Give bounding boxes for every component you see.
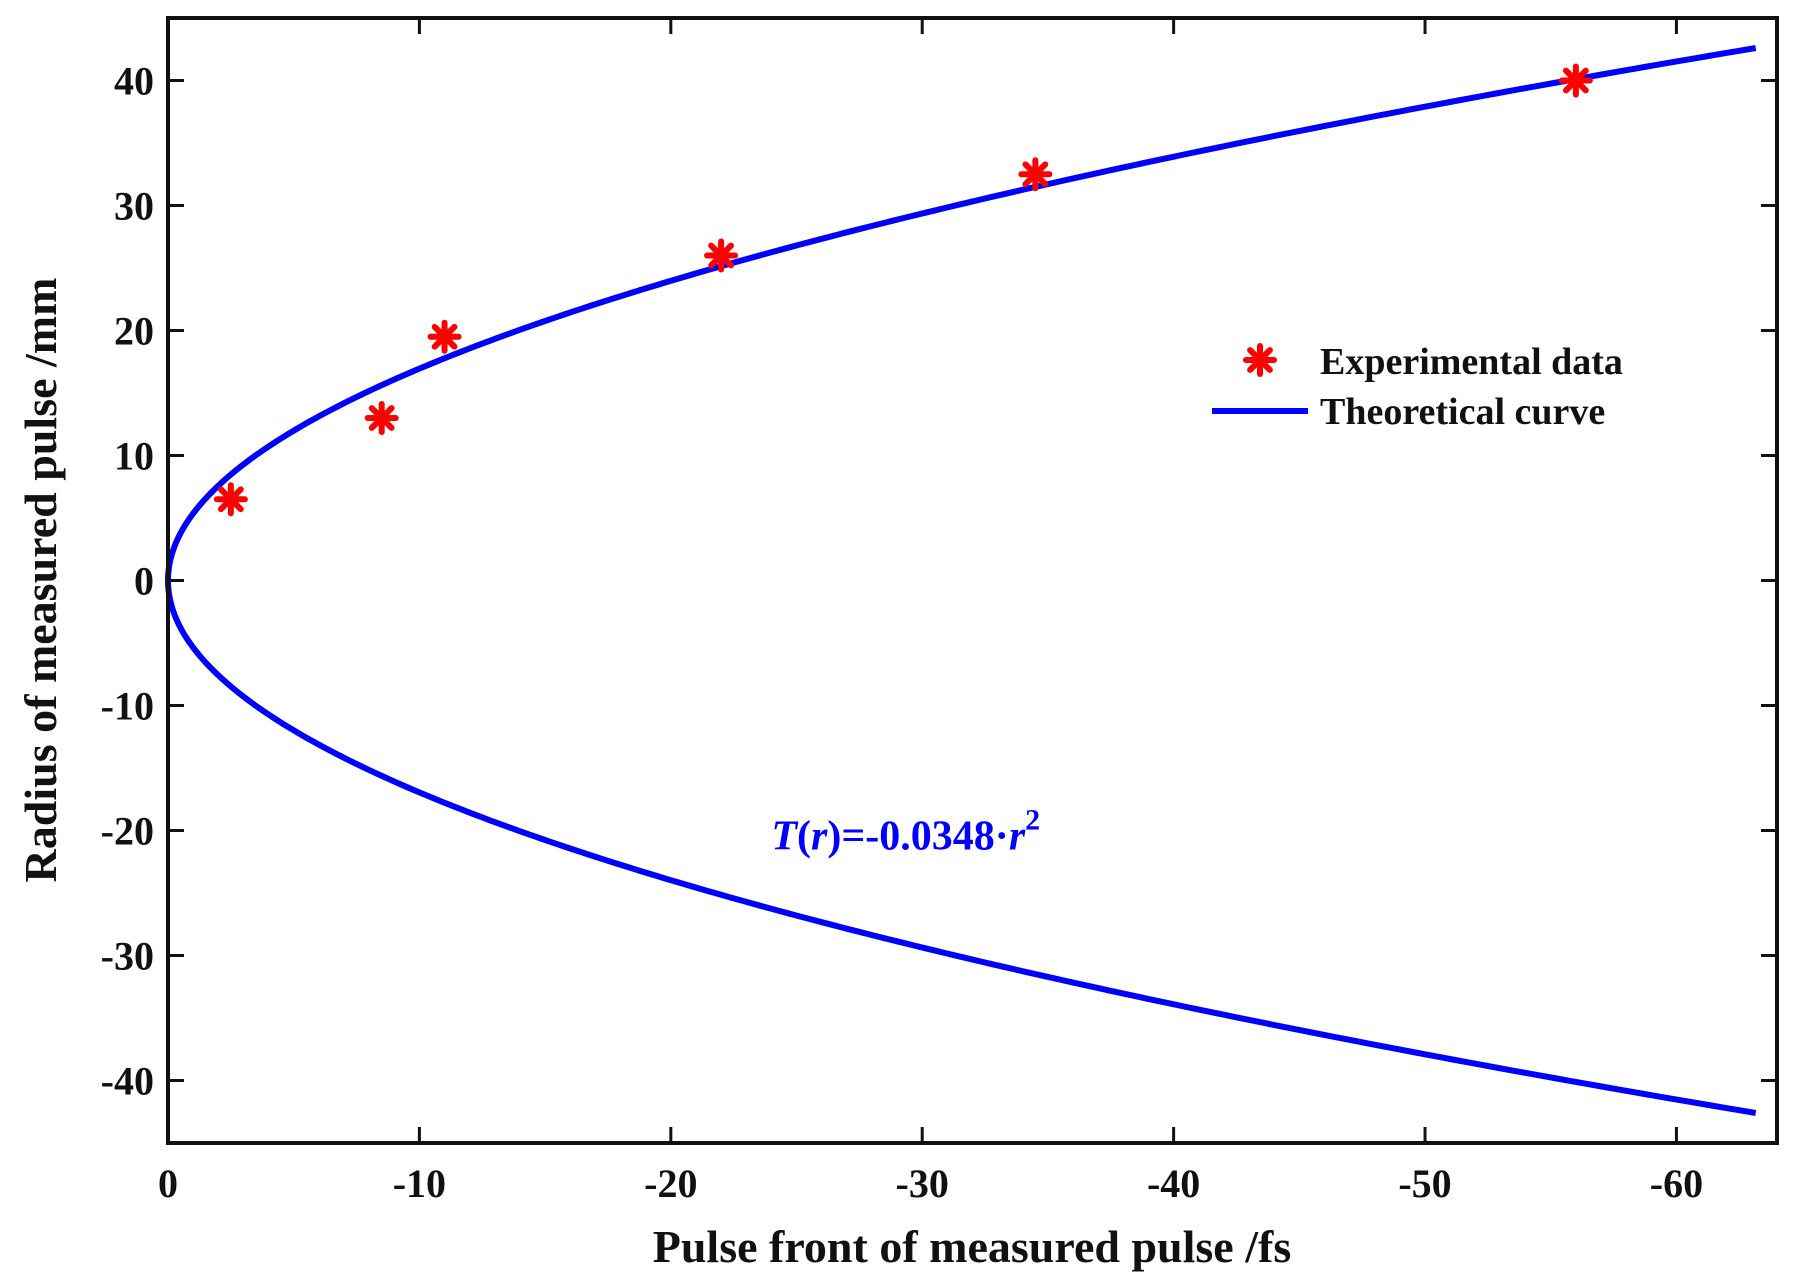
- y-tick-label: 30: [114, 184, 154, 229]
- x-tick-label: -40: [1147, 1161, 1200, 1206]
- y-tick-label: 20: [114, 309, 154, 354]
- annotation-superscript: 2: [1025, 803, 1040, 836]
- data-point: [704, 238, 739, 273]
- annotation-r2: r: [1009, 813, 1026, 859]
- legend-asterisk: [1243, 343, 1277, 377]
- asterisk-stroke: [368, 405, 395, 431]
- x-axis-title: Pulse front of measured pulse /fs: [653, 1221, 1291, 1272]
- equation-annotation: T(r)=-0.0348·r2: [771, 803, 1040, 859]
- legend: Experimental data Theoretical curve: [1212, 341, 1623, 433]
- plot-frame: [166, 16, 1779, 1145]
- asterisk-stroke: [217, 486, 244, 513]
- y-axis-title: Radius of measured pulse /mm: [15, 278, 66, 883]
- y-tick-label: 40: [114, 59, 154, 104]
- y-tick-label: -10: [101, 684, 154, 729]
- x-tick-label: -10: [393, 1161, 446, 1206]
- asterisk-stroke: [1247, 347, 1273, 373]
- x-tick-label: 0: [158, 1161, 178, 1206]
- asterisk-stroke: [1022, 161, 1049, 188]
- x-tick-label: -60: [1650, 1161, 1703, 1206]
- annotation-T: T: [771, 813, 799, 859]
- data-point: [364, 401, 399, 435]
- points-layer: [213, 63, 1593, 517]
- x-tick-label: -50: [1398, 1161, 1451, 1206]
- y-tick-label: -30: [101, 934, 154, 979]
- y-tick-label: 0: [134, 559, 154, 604]
- asterisk-stroke: [431, 323, 458, 350]
- data-point: [213, 482, 248, 517]
- y-tick-label: 10: [114, 434, 154, 479]
- x-tick-label: -20: [644, 1161, 697, 1206]
- data-point: [1018, 157, 1053, 192]
- annotation-open-paren: (: [797, 813, 811, 859]
- y-tick-label: -20: [101, 809, 154, 854]
- ticks-layer: 0 -10 -20 -30 -40 -50 -60 40 30 20 10 0 -10 -20 -30 -40: [101, 18, 1777, 1206]
- legend-label-experimental: Experimental data: [1320, 341, 1623, 383]
- legend-marker-experimental: [1243, 343, 1277, 377]
- data-point: [427, 319, 462, 354]
- y-tick-label: -40: [101, 1059, 154, 1104]
- asterisk-stroke: [708, 242, 734, 269]
- annotation-r: r: [811, 813, 828, 859]
- data-point: [1558, 63, 1593, 98]
- asterisk-stroke: [1562, 67, 1589, 94]
- x-tick-label: -30: [896, 1161, 949, 1206]
- annotation-coefficient: )=-0.0348·: [827, 813, 1008, 859]
- legend-label-theoretical: Theoretical curve: [1320, 391, 1605, 433]
